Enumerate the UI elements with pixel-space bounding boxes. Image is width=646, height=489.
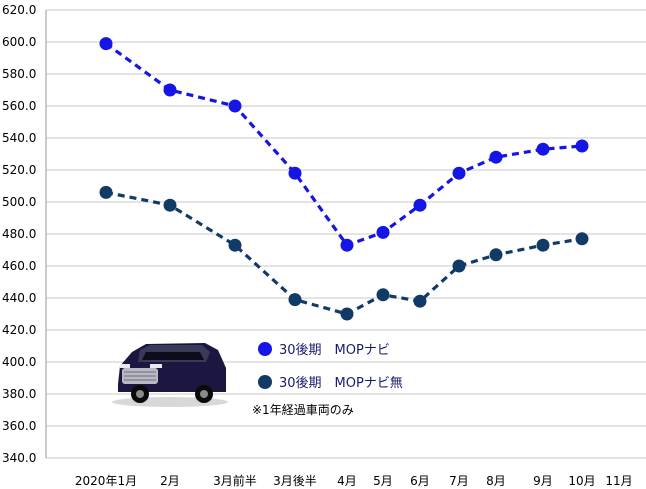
data-point-series-2 xyxy=(288,293,302,307)
data-point-series-2 xyxy=(536,238,550,252)
data-point-series-1 xyxy=(99,37,113,51)
y-tick-label: 480.0 xyxy=(2,227,36,241)
y-tick-label: 360.0 xyxy=(2,419,36,433)
x-tick-label: 8月 xyxy=(486,474,506,488)
data-point-series-1 xyxy=(452,166,466,180)
data-point-series-1 xyxy=(376,225,390,239)
x-tick-label: 5月 xyxy=(373,474,393,488)
data-point-series-2 xyxy=(489,248,503,262)
y-tick-label: 520.0 xyxy=(2,163,36,177)
data-point-series-2 xyxy=(575,232,589,246)
car-image xyxy=(112,343,228,407)
data-point-series-2 xyxy=(340,307,354,321)
legend: 30後期 MOPナビ 30後期 MOPナビ無 ※1年経過車両のみ xyxy=(252,342,403,417)
data-point-series-1 xyxy=(340,238,354,252)
data-point-series-1 xyxy=(163,83,177,97)
x-tick-label: 6月 xyxy=(410,474,430,488)
x-tick-label: 4月 xyxy=(337,474,357,488)
x-tick-label: 2020年1月 xyxy=(75,474,137,488)
y-tick-label: 600.0 xyxy=(2,35,36,49)
y-tick-label: 540.0 xyxy=(2,131,36,145)
data-point-series-2 xyxy=(163,198,177,212)
y-tick-label: 400.0 xyxy=(2,355,36,369)
data-point-series-2 xyxy=(413,294,427,308)
data-point-series-1 xyxy=(536,142,550,156)
x-tick-label: 11月 xyxy=(605,474,632,488)
data-point-series-1 xyxy=(413,198,427,212)
data-point-series-1 xyxy=(575,139,589,153)
y-tick-label: 460.0 xyxy=(2,259,36,273)
y-tick-label: 580.0 xyxy=(2,67,36,81)
annotation-note: ※1年経過車両のみ xyxy=(252,403,354,417)
y-tick-label: 440.0 xyxy=(2,291,36,305)
axis-layer: 340.0 360.0 380.0 400.0 420.0 440.0 460.0 480.0… xyxy=(2,3,633,488)
legend-label-series-2: 30後期 MOPナビ無 xyxy=(279,376,403,391)
x-tick-label: 3月前半 xyxy=(213,473,257,488)
legend-marker-series-1 xyxy=(258,342,272,356)
x-tick-label: 3月後半 xyxy=(273,474,317,488)
y-tick-label: 500.0 xyxy=(2,195,36,209)
x-tick-label: 9月 xyxy=(533,474,553,488)
data-point-series-1 xyxy=(228,99,242,113)
y-tick-label: 620.0 xyxy=(2,3,36,17)
legend-label-series-1: 30後期 MOPナビ xyxy=(279,343,390,358)
x-tick-label: 10月 xyxy=(568,474,595,488)
data-point-series-1 xyxy=(288,166,302,180)
series-layer xyxy=(99,37,589,321)
y-tick-label: 420.0 xyxy=(2,323,36,337)
data-point-series-2 xyxy=(376,288,390,302)
series-line-2 xyxy=(105,190,583,316)
data-point-series-2 xyxy=(452,259,466,273)
y-tick-label: 340.0 xyxy=(2,451,36,465)
grid-layer xyxy=(46,9,646,459)
y-tick-label: 560.0 xyxy=(2,99,36,113)
y-tick-label: 380.0 xyxy=(2,387,36,401)
legend-marker-series-2 xyxy=(258,375,272,389)
data-point-series-2 xyxy=(228,238,242,252)
x-tick-label: 7月 xyxy=(449,474,469,488)
data-point-series-2 xyxy=(99,185,113,199)
data-point-series-1 xyxy=(489,150,503,164)
x-tick-label: 2月 xyxy=(160,474,180,488)
